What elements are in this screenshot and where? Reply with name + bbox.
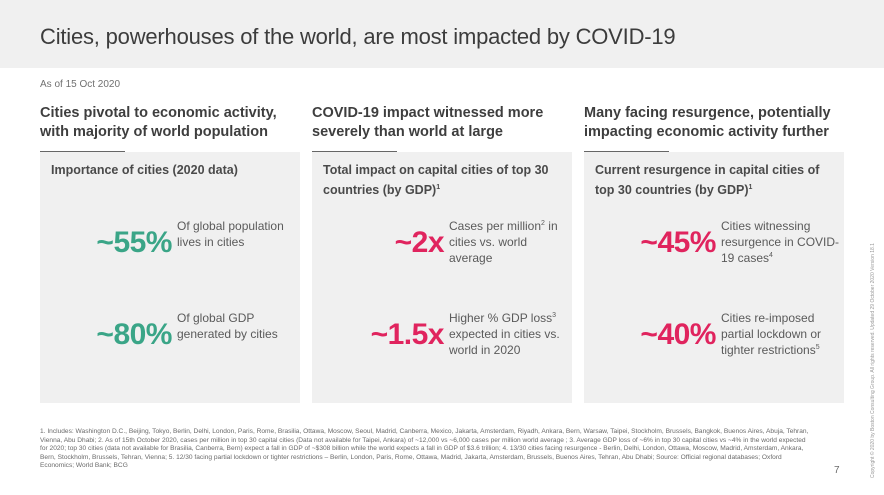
stat-description-text: Cities re-imposed partial lockdown or ti… xyxy=(721,311,822,357)
stat-description: Cities re-imposed partial lockdown or ti… xyxy=(721,310,841,358)
stat-gdp: ~80% Of global GDP generated by cities xyxy=(40,310,300,370)
column-heading: Cities pivotal to economic activity, wit… xyxy=(40,105,277,140)
footnote-ref: 1 xyxy=(748,184,753,191)
stat-value: ~55% xyxy=(96,226,172,259)
footnotes: 1. Includes: Washington D.C., Beijing, T… xyxy=(40,428,809,470)
footnote-ref: 4 xyxy=(769,252,773,259)
stat-description: Higher % GDP loss3 expected in cities vs… xyxy=(449,310,569,358)
stat-description-text: Higher % GDP loss xyxy=(449,311,553,325)
as-of-date: As of 15 Oct 2020 xyxy=(40,79,121,90)
card-title: Importance of cities (2020 data) xyxy=(51,162,291,179)
footnote-ref: 1 xyxy=(436,184,441,191)
stat-value: ~2x xyxy=(394,226,445,259)
stat-value: ~40% xyxy=(640,318,716,351)
stat-card: Importance of cities (2020 data) ~55% Of… xyxy=(40,152,300,403)
footnote-ref: 5 xyxy=(815,344,820,351)
column-city-importance: Cities pivotal to economic activity, wit… xyxy=(40,104,300,403)
stat-description: Of global GDP generated by cities xyxy=(177,311,278,341)
stat-value: ~45% xyxy=(640,226,716,259)
stat-description-text: Cases per million xyxy=(449,219,542,233)
header-band xyxy=(0,0,884,68)
card-title-text: Current resurgence in capital cities of … xyxy=(595,163,820,198)
stat-card: Current resurgence in capital cities of … xyxy=(584,152,844,403)
column-covid-impact: COVID-19 impact witnessed more severely … xyxy=(312,104,572,403)
column-heading: Many facing resurgence, potentially impa… xyxy=(584,105,831,140)
card-title-text: Importance of cities (2020 data) xyxy=(51,163,238,177)
stat-description-text: Cities witnessing resurgence in COVID-19… xyxy=(721,219,840,265)
card-title: Current resurgence in capital cities of … xyxy=(595,162,835,199)
stat-description: Cities witnessing resurgence in COVID-19… xyxy=(721,218,841,266)
column-resurgence: Many facing resurgence, potentially impa… xyxy=(584,104,844,403)
stat-card: Total impact on capital cities of top 30… xyxy=(312,152,572,403)
stat-description: Of global population lives in cities xyxy=(177,219,284,249)
column-heading: COVID-19 impact witnessed more severely … xyxy=(312,105,544,140)
card-title-text: Total impact on capital cities of top 30… xyxy=(323,163,549,198)
footnote-ref: 3 xyxy=(552,312,557,319)
stat-value: ~80% xyxy=(96,318,172,351)
footnote-ref: 2 xyxy=(541,220,545,227)
page-title: Cities, powerhouses of the world, are mo… xyxy=(40,24,676,49)
stat-cases: ~2x Cases per million2 in cities vs. wor… xyxy=(312,218,572,278)
copyright-notice: Copyright © 2020 by Boston Consulting Gr… xyxy=(870,243,876,478)
stat-description-text: expected in cities vs. world in 2020 xyxy=(449,327,560,357)
stat-value: ~1.5x xyxy=(370,318,445,351)
stat-description: Cases per million2 in cities vs. world a… xyxy=(449,218,569,266)
page-number: 7 xyxy=(834,465,840,476)
stat-gdp-loss: ~1.5x Higher % GDP loss3 expected in cit… xyxy=(312,310,572,370)
card-title: Total impact on capital cities of top 30… xyxy=(323,162,563,199)
stat-lockdown: ~40% Cities re-imposed partial lockdown … xyxy=(584,310,844,370)
stat-resurgence: ~45% Cities witnessing resurgence in COV… xyxy=(584,218,844,278)
stat-description-text: in cities vs. world average xyxy=(449,219,558,265)
stat-population: ~55% Of global population lives in citie… xyxy=(40,218,300,278)
